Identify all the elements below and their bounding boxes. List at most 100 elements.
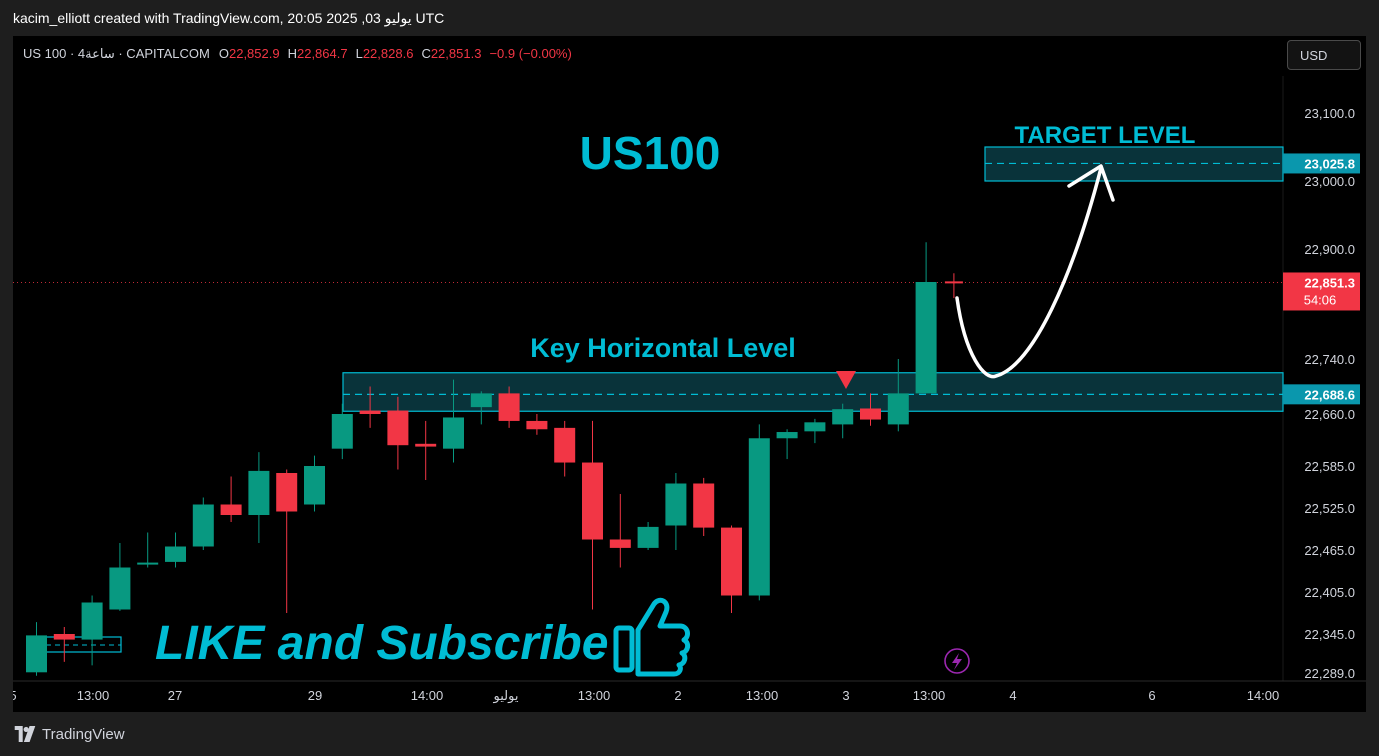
price-tick-label: 22,740.0 — [1304, 352, 1355, 367]
candles — [26, 242, 963, 676]
candle-body — [165, 546, 186, 562]
key-level-label: Key Horizontal Level — [530, 333, 796, 363]
price-tick-label: 22,660.0 — [1304, 407, 1355, 422]
time-axis[interactable]: 5 13:00 27 29 14:00 يوليو 13:00 2 13:00 3 13:00 4 6 1… — [13, 688, 1279, 704]
candle-body — [81, 602, 103, 640]
candle-body — [137, 562, 159, 565]
time-tick-label: 14:00 — [1247, 688, 1280, 703]
price-axis[interactable]: 23,100.0 23,000.0 22,900.0 22,740.0 22,660.0… — [1283, 106, 1360, 681]
candle-body — [443, 417, 464, 449]
candle-body — [609, 539, 631, 548]
open-label: O — [218, 46, 229, 61]
candle-body — [776, 432, 798, 439]
time-tick-label: 13:00 — [578, 688, 611, 703]
time-tick-label: 4 — [1009, 688, 1016, 703]
price-tick-label: 23,000.0 — [1304, 174, 1355, 189]
time-tick-label: 2 — [674, 688, 681, 703]
bar-countdown: 54:06 — [1304, 292, 1337, 307]
candle-body — [415, 443, 437, 447]
candle-body — [554, 427, 576, 463]
candle-body — [748, 438, 770, 596]
time-tick-label: 13:00 — [913, 688, 946, 703]
open-value: 22,852.9 — [228, 46, 280, 61]
target-price-badge-bg — [1283, 153, 1360, 174]
overlays: US100 TARGET LEVEL Key Horizontal Level LIK… — [155, 122, 1196, 677]
low-label: L — [355, 46, 363, 61]
candle-body — [915, 282, 937, 394]
candle-body — [53, 634, 75, 640]
chart-attribution: kacim_elliott created with TradingView.c… — [0, 0, 1379, 36]
time-tick-label: 27 — [168, 688, 182, 703]
candle-body — [109, 567, 131, 610]
lightning-bolt — [952, 653, 962, 670]
close-value: 22,851.3 — [430, 46, 482, 61]
candle-body — [331, 414, 353, 449]
candle-body — [944, 281, 963, 284]
level-zones — [13, 146, 1284, 653]
candle-body — [248, 470, 270, 515]
candle-body — [192, 504, 214, 547]
chart-panel[interactable]: US100 TARGET LEVEL Key Horizontal Level LIK… — [13, 36, 1366, 712]
current-price-badge-bg — [1283, 272, 1360, 311]
price-tick-label: 22,900.0 — [1304, 242, 1355, 257]
candle-body — [26, 635, 47, 673]
thumb-hand — [635, 597, 691, 677]
high-value: 22,864.7 — [296, 46, 348, 61]
time-tick-label: 13:00 — [746, 688, 779, 703]
price-tick-label: 23,100.0 — [1304, 106, 1355, 121]
change-value: −0.9 (−0.00%) — [489, 46, 572, 61]
key-price-badge: 22,688.6 — [1304, 387, 1355, 402]
currency-button[interactable]: USD — [1287, 40, 1361, 70]
attribution-text: kacim_elliott created with TradingView.c… — [13, 9, 445, 26]
candle-body — [387, 410, 409, 446]
time-tick-label: 6 — [1148, 688, 1155, 703]
price-tick-label: 22,345.0 — [1304, 627, 1355, 642]
price-tick-label: 22,525.0 — [1304, 501, 1355, 516]
candle-body — [637, 526, 659, 548]
like-subscribe-text: LIKE and Subscribe — [155, 617, 608, 670]
candle-body — [359, 410, 381, 414]
candle-body — [220, 504, 242, 515]
candle-body — [470, 393, 492, 408]
currency-label: USD — [1300, 47, 1328, 63]
high-label: H — [287, 46, 297, 61]
candle-body — [832, 409, 854, 425]
time-tick-label: يوليو — [493, 688, 519, 704]
candle-body — [860, 408, 881, 420]
arrow-head — [1067, 164, 1115, 202]
price-tick-label: 22,465.0 — [1304, 543, 1355, 558]
footer: TradingView — [0, 712, 1379, 756]
symbol-legend: US 100 · 4ساعة · CAPITALCOM O 22,852.9 H… — [23, 46, 572, 62]
candle-body — [665, 483, 687, 526]
time-tick-label: 5 — [13, 688, 17, 703]
symbol-name: US 100 · 4ساعة · CAPITALCOM — [23, 46, 210, 61]
candle-body — [887, 393, 909, 425]
candle-body — [304, 466, 325, 505]
price-tick-label: 22,289.0 — [1304, 666, 1355, 681]
target-price-badge: 23,025.8 — [1304, 156, 1355, 171]
candle-body — [276, 473, 298, 512]
candle-body — [526, 420, 548, 430]
candle-body — [804, 422, 826, 432]
close-label: C — [421, 46, 431, 61]
thumbs-up-icon — [613, 597, 691, 677]
time-tick-label: 14:00 — [411, 688, 444, 703]
thumb-cuff — [613, 625, 635, 673]
key-level-zone — [342, 372, 1284, 412]
projection-arrow — [955, 166, 1103, 379]
price-tick-label: 22,585.0 — [1304, 459, 1355, 474]
key-price-badge-bg — [1283, 384, 1360, 405]
time-tick-label: 3 — [842, 688, 849, 703]
footer-brand: TradingView — [42, 725, 125, 743]
time-tick-label: 13:00 — [77, 688, 110, 703]
down-triangle-marker — [836, 371, 856, 389]
price-tick-label: 22,405.0 — [1304, 585, 1355, 600]
low-value: 22,828.6 — [362, 46, 414, 61]
candle-body — [721, 527, 742, 596]
candle-body — [693, 483, 715, 528]
time-tick-label: 29 — [308, 688, 322, 703]
lightning-icon — [944, 648, 970, 674]
candlestick-chart[interactable]: US100 TARGET LEVEL Key Horizontal Level LIK… — [13, 36, 1366, 712]
target-level-label: TARGET LEVEL — [1015, 122, 1196, 149]
title-annotation: US100 — [580, 127, 721, 179]
